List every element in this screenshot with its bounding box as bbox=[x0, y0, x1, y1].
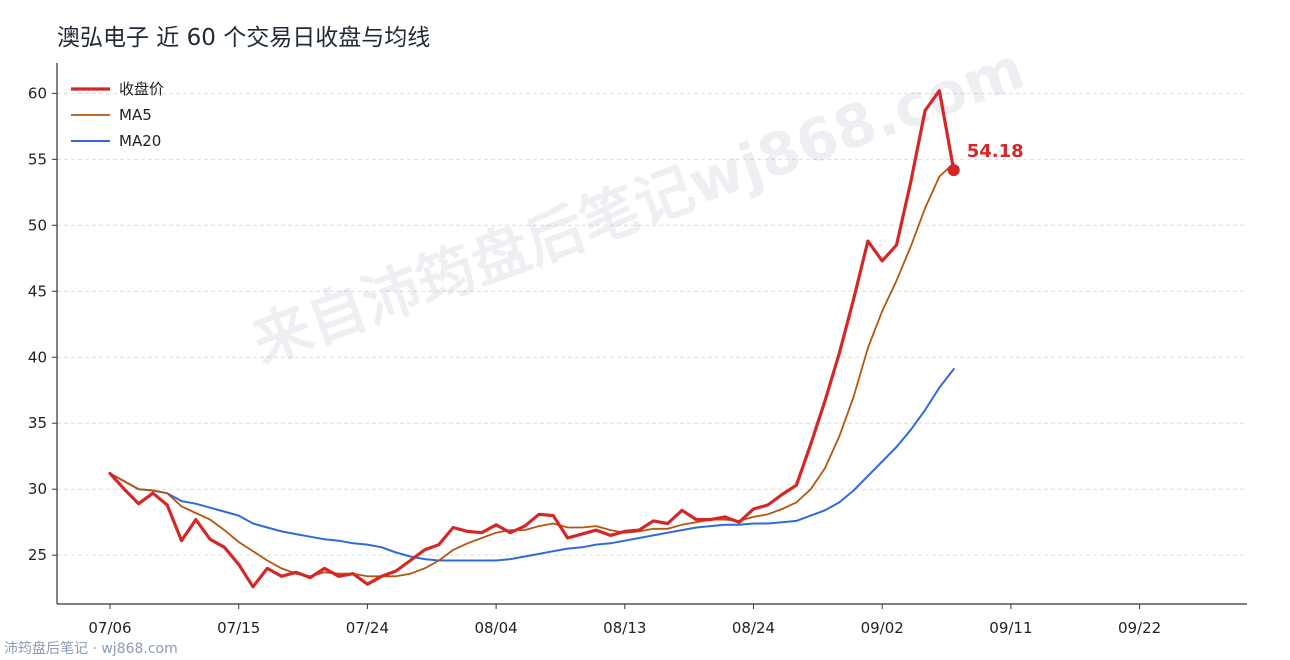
y-tick-label: 30 bbox=[28, 480, 47, 498]
last-point-marker: 54.18 bbox=[947, 141, 1024, 177]
footer-credit: 沛筠盘后笔记 · wj868.com bbox=[4, 640, 178, 657]
chart-title: 澳弘电子 近 60 个交易日收盘与均线 bbox=[57, 25, 430, 51]
legend-label-0: 收盘价 bbox=[119, 80, 164, 98]
x-tick-label: 07/15 bbox=[217, 619, 260, 637]
x-tick-label: 09/22 bbox=[1118, 619, 1161, 637]
y-tick-label: 50 bbox=[28, 216, 47, 234]
y-tick-label: 45 bbox=[28, 282, 47, 300]
y-tick-label: 35 bbox=[28, 414, 47, 432]
axes: 25 30 35 40 45 50 55 60 07/06 07/15 07/24 08/04 08/1… bbox=[28, 63, 1247, 637]
x-tick-label: 08/04 bbox=[474, 619, 517, 637]
legend-label-2: MA20 bbox=[119, 132, 161, 150]
grid-lines bbox=[57, 92, 1247, 556]
x-tick-label: 09/11 bbox=[989, 619, 1032, 637]
last-close-value-label: 54.18 bbox=[967, 141, 1024, 162]
watermark: 来自沛筠盘后笔记wj868.com bbox=[244, 34, 1033, 377]
x-tick-label: 08/24 bbox=[732, 619, 775, 637]
x-tick-label: 09/02 bbox=[861, 619, 904, 637]
y-tick-label: 40 bbox=[28, 348, 47, 366]
series-lines bbox=[108, 89, 956, 589]
last-close-dot bbox=[947, 164, 960, 177]
series-line-0 bbox=[108, 89, 956, 589]
series-line-2 bbox=[109, 368, 955, 562]
x-tick-label: 08/13 bbox=[603, 619, 646, 637]
x-tick-label: 07/06 bbox=[88, 619, 131, 637]
y-tick-label: 25 bbox=[28, 546, 47, 564]
legend-label-1: MA5 bbox=[119, 106, 152, 124]
series-line-1 bbox=[109, 162, 955, 578]
y-tick-label: 60 bbox=[28, 84, 47, 102]
x-tick-label: 07/24 bbox=[346, 619, 389, 637]
y-tick-label: 55 bbox=[28, 150, 47, 168]
legend: 收盘价 MA5 MA20 bbox=[71, 80, 164, 150]
watermark-text: 来自沛筠盘后笔记wj868.com bbox=[244, 34, 1033, 377]
